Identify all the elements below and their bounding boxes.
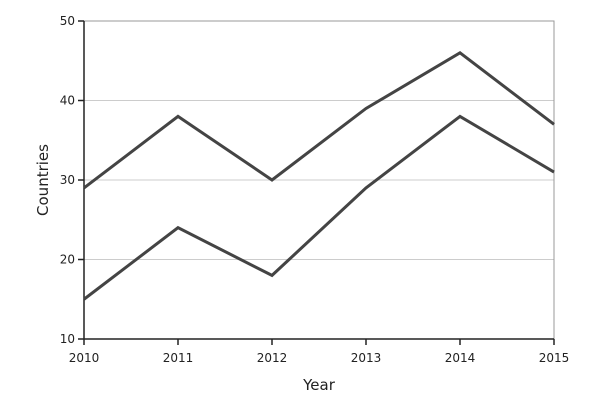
x-axis-title: Year <box>302 376 336 394</box>
y-tick-label-20: 20 <box>60 253 75 267</box>
x-tick-label-2014: 2014 <box>445 351 476 365</box>
x-tick-label-2015: 2015 <box>539 351 570 365</box>
y-tick-label-30: 30 <box>60 173 75 187</box>
y-tick-label-50: 50 <box>60 14 75 28</box>
tick-labels: 10 20 30 40 50 2010 2011 2012 2013 2014 2015 <box>60 14 570 365</box>
series-lines <box>83 50 555 301</box>
x-tick-label-2012: 2012 <box>257 351 288 365</box>
y-tick-label-40: 40 <box>60 94 75 108</box>
x-tick-label-2013: 2013 <box>351 351 382 365</box>
series-line-2 <box>83 114 555 301</box>
x-tick-label-2011: 2011 <box>163 351 194 365</box>
series-line-1 <box>83 50 555 190</box>
y-tick-label-10: 10 <box>60 332 75 346</box>
x-tick-label-2010: 2010 <box>69 351 100 365</box>
gridlines <box>84 20 554 260</box>
axes <box>78 20 555 345</box>
y-axis-title: Countries <box>34 144 52 216</box>
